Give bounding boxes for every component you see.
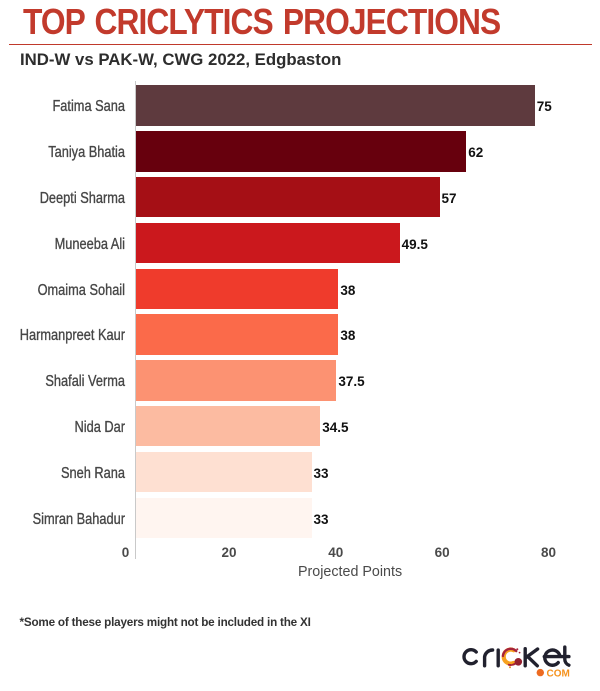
svg-text:COM: COM [547,669,570,680]
